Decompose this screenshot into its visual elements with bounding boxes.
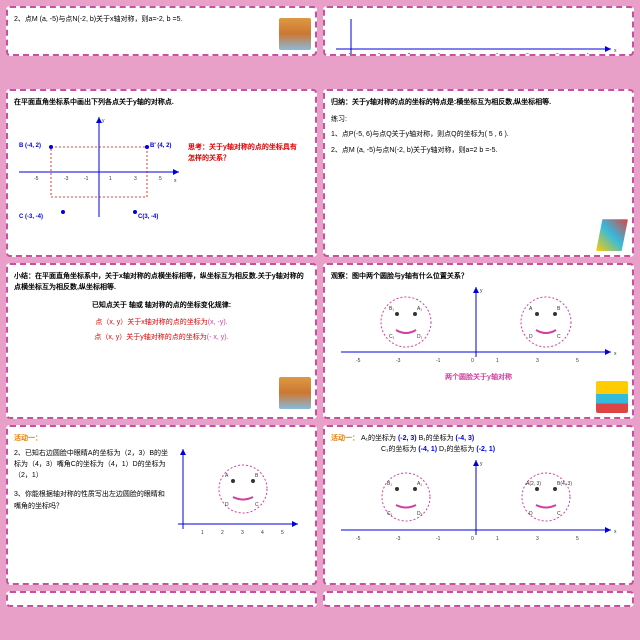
svg-text:-1: -1: [436, 53, 441, 56]
svg-text:3: 3: [241, 530, 244, 536]
svg-text:x: x: [614, 48, 617, 54]
svg-text:B (-4, 2): B (-4, 2): [19, 143, 41, 149]
svg-text:1: 1: [496, 358, 499, 364]
svg-text:-4: -4: [346, 53, 351, 56]
svg-text:x: x: [174, 178, 177, 184]
svg-text:B' (4, 2): B' (4, 2): [150, 143, 171, 149]
svg-text:3: 3: [556, 53, 559, 56]
ruler-icon: [596, 219, 628, 251]
svg-text:B: B: [557, 306, 561, 312]
svg-text:-5: -5: [356, 358, 361, 364]
svg-text:y: y: [480, 461, 483, 467]
c5-p2: 已知点关于 轴或 轴对称的点的坐标变化规律:: [14, 300, 309, 311]
c7-plot: A B D C 1 2 3 4 5: [173, 444, 303, 544]
c7-h: 活动一：: [14, 433, 309, 444]
svg-text:3: 3: [536, 358, 539, 364]
svg-text:x: x: [614, 351, 617, 357]
svg-text:5: 5: [576, 358, 579, 364]
svg-text:C(3, -4): C(3, -4): [138, 214, 158, 220]
c6-title: 观察：图中两个圆脸与y轴有什么位置关系？: [331, 271, 626, 282]
books-icon: [279, 18, 311, 50]
svg-text:1: 1: [496, 536, 499, 542]
svg-text:1: 1: [201, 530, 204, 536]
svg-text:D₁: D₁: [417, 334, 423, 340]
c4-l2: 2、点M (a, -5)与点N(-2, b)关于y轴对称，则a=2 b =-5.: [331, 145, 626, 156]
svg-text:C₁: C₁: [387, 511, 393, 517]
svg-text:2: 2: [221, 530, 224, 536]
c4-l1: 1、点P(-5, 6)与点Q关于y轴对称，则点Q的坐标为( 5 , 6 ).: [331, 129, 626, 140]
svg-text:C (-3, -4): C (-3, -4): [19, 214, 43, 220]
svg-text:D₁: D₁: [417, 511, 423, 517]
svg-text:-1: -1: [436, 358, 441, 364]
svg-text:-1: -1: [84, 176, 89, 182]
svg-text:y: y: [480, 288, 483, 294]
svg-text:3: 3: [134, 176, 137, 182]
svg-text:-5: -5: [34, 176, 39, 182]
c7-l1: 2、已知右边圆脸中眼睛A的坐标为（2，3）B的坐标为（4，3）嘴角C的坐标为（4…: [14, 448, 169, 482]
c6-plot: y x B₁ A₁ C₁ D₁ A B D C -5 -3 -1 0 1 3 5: [331, 282, 621, 372]
svg-text:0: 0: [468, 53, 471, 56]
books-icon: [279, 377, 311, 409]
axis-plot: x -4 -3 -2 -1 0 1 2 3 4: [331, 14, 621, 56]
c5-l1: 点（x, y）关于x轴对称的点的坐标为(x, -y).: [14, 317, 309, 328]
svg-text:1: 1: [496, 53, 499, 56]
svg-text:5: 5: [159, 176, 162, 182]
c5-p1: 小结：在平面直角坐标系中，关于x轴对称的点横坐标相等，纵坐标互为相反数.关于y轴…: [14, 271, 309, 293]
svg-text:-5: -5: [356, 536, 361, 542]
svg-text:3: 3: [536, 536, 539, 542]
c5-l2: 点（x, y）关于y轴对称的点的坐标为(- x, y).: [14, 332, 309, 343]
c4-sub: 练习:: [331, 114, 626, 125]
svg-text:5: 5: [281, 530, 284, 536]
svg-text:-1: -1: [436, 536, 441, 542]
c3-title: 在平面直角坐标系中画出下列各点关于y轴的对称点.: [14, 97, 309, 108]
svg-text:4: 4: [586, 53, 589, 56]
svg-text:-3: -3: [396, 536, 401, 542]
svg-text:B(4, 3): B(4, 3): [557, 481, 572, 487]
svg-text:y: y: [102, 118, 105, 124]
c3-side: 思考：关于y轴对称的点的坐标具有怎样的关系？: [188, 142, 298, 164]
svg-text:1: 1: [109, 176, 112, 182]
c1-line: 2、点M (a, -5)与点N(-2, b)关于x轴对称，则a=-2, b =5…: [14, 16, 182, 23]
c3-plot: y x B (-4, 2) B' (4, 2) C (-3, -4) C(3, -…: [14, 112, 184, 222]
c7-l2: 3、你能根据轴对称的性质写出左边圆脸的眼睛和嘴角的坐标吗？: [14, 489, 169, 511]
svg-text:2: 2: [526, 53, 529, 56]
svg-text:B₁: B₁: [387, 481, 392, 487]
svg-text:0: 0: [471, 536, 474, 542]
svg-text:D: D: [529, 334, 533, 340]
svg-text:A₁: A₁: [417, 481, 422, 487]
svg-text:D: D: [225, 502, 229, 508]
svg-text:-3: -3: [64, 176, 69, 182]
svg-text:C: C: [255, 502, 259, 508]
svg-text:A: A: [225, 473, 229, 479]
svg-text:C: C: [557, 511, 561, 517]
svg-text:B₁: B₁: [389, 306, 394, 312]
svg-text:C₁: C₁: [389, 334, 395, 340]
svg-text:-3: -3: [376, 53, 381, 56]
pencils-icon: [596, 381, 628, 413]
svg-text:D: D: [529, 511, 533, 517]
c4-title: 归纳：关于y轴对称的点的坐标的特点是:横坐标互为相反数,纵坐标相等.: [331, 97, 626, 108]
svg-text:A: A: [529, 306, 533, 312]
c6-caption: 两个圆脸关于y轴对称: [331, 372, 626, 383]
svg-text:4: 4: [261, 530, 264, 536]
c8-line1: 活动一： A₁的坐标为 (-2, 3) B₁的坐标为 (-4, 3): [331, 433, 626, 444]
svg-text:0: 0: [471, 358, 474, 364]
svg-text:C: C: [557, 334, 561, 340]
svg-text:A(2, 3): A(2, 3): [526, 481, 541, 487]
svg-text:B: B: [255, 473, 259, 479]
c8-line2: C₁的坐标为 (-4, 1) D₁的坐标为 (-2, 1): [381, 444, 626, 455]
xticks: -4 -3 -2 -1 0 1 2 3 4: [346, 53, 589, 56]
c8-plot: y x B₁ A₁ C₁ D₁ A(2, 3) B(4, 3) D C -5 -3 -1 0 1 3…: [331, 455, 621, 550]
svg-text:A₁: A₁: [417, 306, 422, 312]
svg-text:5: 5: [576, 536, 579, 542]
svg-text:x: x: [614, 529, 617, 535]
svg-text:-2: -2: [406, 53, 411, 56]
svg-text:-3: -3: [396, 358, 401, 364]
